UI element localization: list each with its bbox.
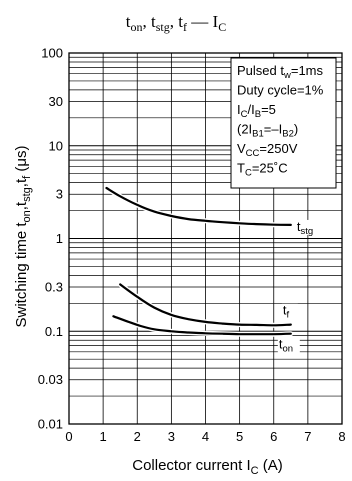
- x-axis-label: Collector current IC (A): [132, 457, 283, 477]
- y-tick-label: 10: [49, 138, 63, 153]
- x-tick-label: 2: [134, 429, 141, 444]
- x-tick-label: 0: [65, 429, 72, 444]
- series-label-t_f: tf: [283, 303, 290, 321]
- series-label-bg: [281, 303, 298, 319]
- condition-line: (2IB1​=–IB2​): [237, 122, 298, 140]
- condition-line: Pulsed tw​=1ms: [237, 63, 324, 81]
- y-tick-label: 1: [56, 231, 63, 246]
- x-tick-label: 7: [304, 429, 311, 444]
- labels: 0 1 2 3 4 5 6 7 8 0.01 0.03 0.1 0.3 1 3 10 30 100 Collecto…: [13, 46, 346, 478]
- series-line-t_f: [119, 283, 292, 327]
- y-tick-label: 0.3: [45, 279, 63, 294]
- series-label-bg: [295, 219, 324, 235]
- condition-line: Duty cycle=1%: [237, 83, 324, 98]
- series-label-t_stg: tstg: [297, 219, 313, 237]
- y-tick-label: 0.01: [38, 417, 63, 432]
- x-tick-label: 3: [168, 429, 175, 444]
- series-line-t_on: [112, 315, 292, 336]
- conditions-legend: Pulsed tw​=1ms Duty cycle=1% IC​/IB​=5 (2IB…: [230, 57, 337, 189]
- x-tick-label: 4: [202, 429, 209, 444]
- condition-line: VCC​=250V: [237, 141, 298, 159]
- y-tick-label: 0.1: [45, 324, 63, 339]
- condition-line: IC​/IB​=5: [237, 102, 276, 120]
- condition-line: TC​=25˚C: [237, 161, 288, 179]
- y-axis-label: Switching time ton​,tstg​,tf​ (μs): [13, 145, 33, 327]
- series: [104, 185, 294, 337]
- y-tick-label: 0.03: [38, 372, 63, 387]
- y-tick-label: 100: [41, 46, 63, 61]
- series-label-bg: [277, 337, 300, 353]
- series-label-t_on: ton: [279, 337, 293, 355]
- x-tick-label: 8: [338, 429, 345, 444]
- chart-title: ton​, tstg​, tf​ — IC​: [126, 12, 226, 34]
- axes: [68, 52, 343, 425]
- conditions-box: [230, 57, 337, 189]
- x-tick-label: 5: [236, 429, 243, 444]
- x-tick-label: 1: [100, 429, 107, 444]
- y-tick-label: 30: [49, 94, 63, 109]
- y-tick-label: 3: [56, 187, 63, 202]
- plot-frame: [68, 52, 343, 425]
- x-tick-label: 6: [270, 429, 277, 444]
- series-line-t_stg: [105, 186, 292, 226]
